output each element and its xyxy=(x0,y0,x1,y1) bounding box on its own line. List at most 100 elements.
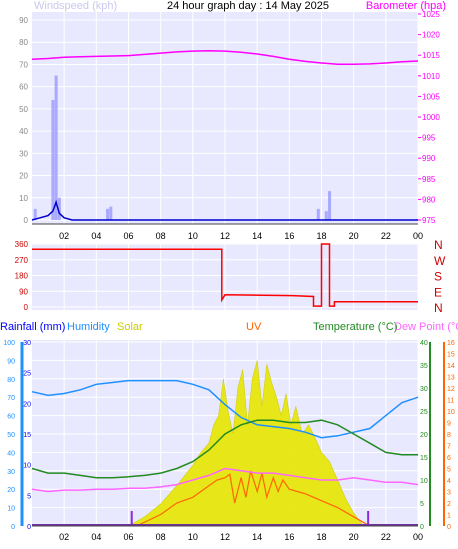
bottom-x-tick-labels: 02 04 06 08 10 12 14 16 18 20 22 00 xyxy=(59,532,423,542)
windspeed-tick-label: 30 xyxy=(19,149,28,158)
gust-bar xyxy=(109,206,113,220)
x-tick-label: 08 xyxy=(156,532,166,542)
x-tick-label: 04 xyxy=(91,231,101,241)
uv-tick-label: 7 xyxy=(447,444,451,451)
temperature-tick-label: 30 xyxy=(420,386,428,393)
windspeed-tick-label: 20 xyxy=(19,172,28,181)
uv-tick-label: 14 xyxy=(447,363,455,370)
humidity-tick-label: 0 xyxy=(11,524,15,531)
temperature-line xyxy=(31,419,418,479)
barometer-tick-label: 990 xyxy=(422,154,436,163)
uv-tick-label: 0 xyxy=(447,524,451,531)
x-tick-label: 14 xyxy=(252,532,262,542)
gust-bar xyxy=(328,191,332,220)
top-x-tick-labels: 02 04 06 08 10 12 14 16 18 20 22 00 xyxy=(59,231,423,241)
uv-line xyxy=(136,470,371,527)
windspeed-axis-label: Windspeed (kph) xyxy=(34,0,117,12)
temperature-tick-label: 25 xyxy=(420,409,428,416)
humidity-tick-label: 70 xyxy=(7,395,15,402)
humidity-tick-label: 100 xyxy=(3,340,15,347)
humidity-tick-label: 50 xyxy=(7,432,15,439)
x-tick-label: 22 xyxy=(381,532,391,542)
x-tick-label: 10 xyxy=(188,532,198,542)
direction-tick-label: 0 xyxy=(24,303,29,312)
direction-grid xyxy=(32,243,419,310)
x-tick-label: 12 xyxy=(220,231,230,241)
x-tick-label: 16 xyxy=(284,231,294,241)
temperature-tick-label: 15 xyxy=(420,455,428,462)
x-tick-label: 22 xyxy=(381,231,391,241)
barometer-tick-label: 1010 xyxy=(422,72,440,81)
x-tick-label: 10 xyxy=(188,231,198,241)
barometer-axis-label: Barometer (hpa) xyxy=(366,0,446,12)
temperature-tick-label: 0 xyxy=(420,524,424,531)
humidity-tick-label: 90 xyxy=(7,358,15,365)
compass-label: S xyxy=(434,270,442,284)
temperature-tick-label: 5 xyxy=(420,501,424,508)
windspeed-line xyxy=(31,199,418,221)
dewpoint-axis-label: Dew Point (°C) xyxy=(394,321,458,333)
x-tick-label: 00 xyxy=(413,532,423,542)
barometer-tick-label: 1000 xyxy=(422,113,440,122)
windspeed-tick-label: 50 xyxy=(19,105,28,114)
direction-axis-ticks: 0 90 180 270 360 xyxy=(15,240,29,312)
rainfall-axis-label: Rainfall (mm) xyxy=(0,321,65,333)
compass-label: E xyxy=(434,285,442,299)
humidity-tick-label: 40 xyxy=(7,450,15,457)
uv-tick-label: 13 xyxy=(447,375,455,382)
uv-axis-label: UV xyxy=(246,321,262,333)
uv-tick-label: 3 xyxy=(447,490,451,497)
temperature-tick-label: 40 xyxy=(420,340,428,347)
rainfall-tick-label: 15 xyxy=(23,432,31,439)
windspeed-tick-label: 80 xyxy=(19,38,28,47)
dewpoint-line xyxy=(31,467,419,493)
compass-label: W xyxy=(434,254,446,268)
uv-tick-label: 11 xyxy=(447,398,454,405)
temperature-tick-label: 35 xyxy=(420,363,428,370)
rainfall-markers xyxy=(32,511,418,526)
humidity-tick-label: 20 xyxy=(7,487,15,494)
x-tick-label: 02 xyxy=(59,231,69,241)
gust-bar xyxy=(33,208,37,220)
uv-tick-label: 5 xyxy=(447,467,451,474)
windspeed-tick-label: 0 xyxy=(24,216,29,225)
barometer-tick-label: 1005 xyxy=(422,92,440,101)
direction-tick-label: 180 xyxy=(15,272,29,281)
gust-series xyxy=(33,75,332,220)
uv-tick-label: 4 xyxy=(447,478,451,485)
x-tick-label: 12 xyxy=(220,532,230,542)
windspeed-tick-label: 40 xyxy=(19,127,28,136)
humidity-line xyxy=(31,379,419,439)
uv-tick-label: 1 xyxy=(447,513,451,520)
solar-area xyxy=(127,360,364,527)
x-tick-label: 04 xyxy=(91,532,101,542)
chart-title: 24 hour graph day : 14 May 2025 xyxy=(167,0,329,12)
barometer-tick-label: 995 xyxy=(422,134,436,143)
rainfall-tick-label: 10 xyxy=(23,463,31,470)
uv-tick-label: 2 xyxy=(447,501,451,508)
gust-bar xyxy=(51,100,55,220)
temperature-axis-ticks: 0 5 10 15 20 25 30 35 40 xyxy=(420,340,431,531)
x-tick-label: 00 xyxy=(413,231,423,241)
rainfall-tick-label: 25 xyxy=(23,371,31,378)
gust-bar xyxy=(316,208,320,220)
rainfall-tick-label: 30 xyxy=(23,340,31,347)
barometer-tick-label: 985 xyxy=(422,175,436,184)
barometer-tick-label: 1025 xyxy=(422,10,440,19)
x-tick-label: 08 xyxy=(156,231,166,241)
x-tick-label: 02 xyxy=(59,532,69,542)
uv-tick-label: 12 xyxy=(447,386,455,393)
uv-tick-label: 15 xyxy=(447,352,455,359)
rainfall-tick-label: 5 xyxy=(27,493,31,500)
humidity-tick-label: 80 xyxy=(7,377,15,384)
direction-tick-label: 360 xyxy=(15,240,29,249)
x-tick-label: 18 xyxy=(316,532,326,542)
uv-tick-label: 9 xyxy=(447,421,451,428)
barometer-axis-ticks: 975 980 985 990 995 1000 1005 1010 1015 1020 1025 xyxy=(418,10,440,225)
uv-tick-label: 16 xyxy=(447,340,455,347)
barometer-tick-label: 975 xyxy=(422,216,436,225)
direction-line xyxy=(32,243,418,307)
